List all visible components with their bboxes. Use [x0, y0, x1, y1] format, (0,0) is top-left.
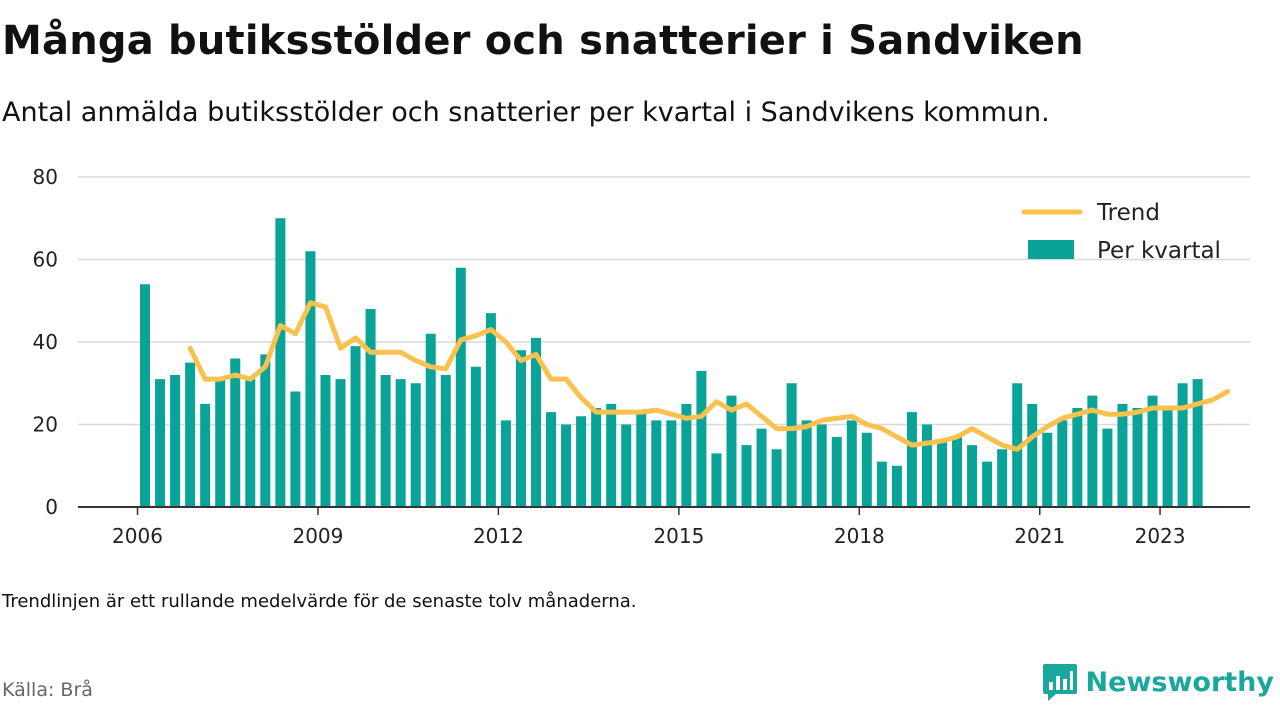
bar [365, 309, 376, 507]
x-tick-label: 2006 [112, 524, 163, 548]
bar [470, 366, 481, 507]
brand-name: Newsworthy [1085, 666, 1274, 698]
bar [741, 445, 752, 507]
bar [1102, 428, 1113, 507]
bar [530, 337, 541, 507]
chart-subtitle: Antal anmälda butiksstölder och snatteri… [2, 97, 1050, 128]
bar [425, 333, 436, 507]
x-axis-ticks: 2006 2009 2012 2015 2018 2021 2023 [112, 507, 1186, 548]
bar [696, 370, 707, 507]
bar [455, 267, 466, 507]
bar [1162, 408, 1173, 507]
x-tick-label: 2015 [653, 524, 704, 548]
bar [335, 379, 346, 507]
y-tick-label: 40 [33, 330, 58, 354]
bar [290, 391, 301, 507]
bar [816, 424, 827, 507]
legend-trend-label: Trend [1096, 200, 1160, 226]
y-tick-label: 0 [45, 495, 58, 519]
x-tick-label: 2012 [473, 524, 524, 548]
bar [1012, 383, 1023, 507]
bar [440, 375, 451, 507]
bar [500, 420, 511, 507]
bar [170, 375, 181, 507]
gridlines: 0 20 40 60 80 [33, 165, 1250, 519]
bar-series [140, 218, 1203, 507]
bar [395, 379, 406, 507]
bar [1057, 420, 1068, 507]
bar [1192, 379, 1203, 507]
y-tick-label: 20 [33, 413, 58, 437]
x-tick-label: 2009 [292, 524, 343, 548]
bar [876, 461, 887, 507]
bar-line-chart: 0 20 40 60 80 2006 2009 2012 2015 2018 2021 2023 T… [33, 165, 1250, 548]
bar [681, 403, 692, 507]
bar [666, 420, 677, 507]
bar [185, 362, 196, 507]
bar [711, 453, 722, 507]
chart-title: Många butiksstölder och snatterier i San… [2, 18, 1084, 64]
bar [861, 432, 872, 507]
bar [155, 379, 166, 507]
bar [636, 412, 647, 507]
bar [997, 449, 1008, 507]
bar [485, 313, 496, 507]
x-tick-label: 2023 [1135, 524, 1186, 548]
bar [831, 436, 842, 507]
bar [1042, 432, 1053, 507]
trend-note: Trendlinjen är ett rullande medelvärde f… [2, 591, 637, 612]
bar [215, 379, 226, 507]
bar [591, 408, 602, 507]
bar [606, 403, 617, 507]
y-tick-label: 60 [33, 248, 58, 272]
bar [982, 461, 993, 507]
bar-chart-bubble-icon [1042, 664, 1077, 701]
bar [546, 412, 557, 507]
bar [937, 441, 948, 507]
bar [952, 436, 963, 507]
x-tick-label: 2018 [834, 524, 885, 548]
bar [260, 354, 271, 507]
bar [320, 375, 331, 507]
bar [245, 379, 256, 507]
bar [1087, 395, 1098, 507]
bar [801, 420, 812, 507]
legend: Trend Per kvartal [1021, 200, 1221, 264]
bar [921, 424, 932, 507]
bar [891, 465, 902, 507]
bar [967, 445, 978, 507]
bar [1072, 408, 1083, 507]
bar [350, 346, 361, 507]
bar [1147, 395, 1158, 507]
legend-bar-swatch [1028, 240, 1074, 259]
bar [846, 420, 857, 507]
bar [726, 395, 737, 507]
bar [621, 424, 632, 507]
bar [576, 416, 587, 507]
bar [756, 428, 767, 507]
bar [651, 420, 662, 507]
y-tick-label: 80 [33, 165, 58, 189]
bar [1117, 403, 1128, 507]
x-tick-label: 2021 [1014, 524, 1065, 548]
bar [1027, 403, 1038, 507]
bar [275, 218, 286, 507]
bar [1132, 408, 1143, 507]
bar [1177, 383, 1188, 507]
bar [410, 383, 421, 507]
bar [786, 383, 797, 507]
bar [200, 403, 211, 507]
bar [140, 284, 151, 507]
bar [771, 449, 782, 507]
newsworthy-logo: Newsworthy [1042, 662, 1274, 702]
bar [380, 375, 391, 507]
bar [906, 412, 917, 507]
bar [230, 358, 241, 507]
source-label: Källa: Brå [2, 679, 93, 701]
bar [515, 350, 526, 507]
bar [305, 251, 316, 507]
legend-bar-label: Per kvartal [1097, 238, 1221, 264]
bar [561, 424, 572, 507]
trend-line [187, 300, 1231, 452]
